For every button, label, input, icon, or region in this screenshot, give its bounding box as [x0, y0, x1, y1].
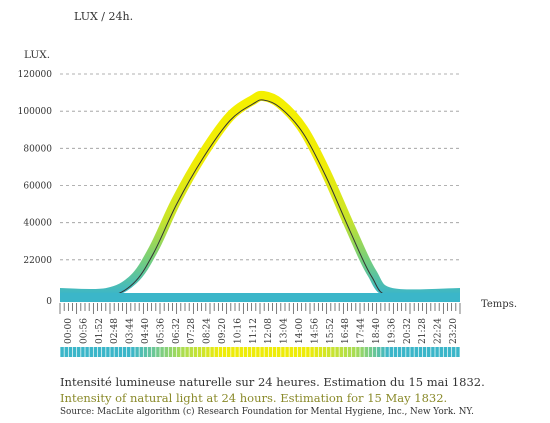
x-tick-marks: [59, 303, 461, 314]
caption-source: Source: MacLite algorithm (c) Research F…: [60, 407, 474, 417]
x-tick-label: 22:24: [434, 318, 444, 344]
x-tick-label: 08:24: [203, 318, 213, 344]
x-tick-label: 19:36: [387, 318, 397, 344]
x-tick-label: 17:44: [357, 318, 367, 344]
y-tick-label: 120000: [18, 70, 53, 80]
x-tick-label: 10:16: [233, 318, 243, 344]
x-tick-label: 23:20: [449, 318, 459, 344]
y-tick-label: 22000: [23, 256, 52, 266]
light-intensity-area: [59, 90, 461, 300]
gridlines: [60, 73, 460, 261]
x-tick-label: 11:12: [249, 318, 259, 344]
light-intensity-curve: [59, 99, 461, 300]
x-axis-label: Temps.: [481, 299, 517, 310]
y-tick-label: 40000: [23, 219, 52, 229]
light-intensity-chart: LUX / 24h. LUX. Temps. 0 22000 40000 60000 8…: [18, 10, 517, 357]
y-tick-label: 0: [46, 297, 52, 307]
x-tick-label: 00:56: [79, 318, 89, 344]
x-tick-label: 21:28: [418, 318, 428, 344]
x-tick-labels: 00:00 00:56 01:52 02:48 03:44 04:40 05:36 06:32…: [64, 318, 459, 344]
x-tick-label: 09:20: [218, 318, 228, 344]
y-axis-label: LUX.: [24, 49, 50, 61]
x-tick-label: 15:52: [326, 318, 336, 344]
y-tick-label: 80000: [23, 144, 52, 154]
baseline-band: [60, 293, 460, 302]
x-tick-label: 20:32: [403, 318, 413, 344]
x-tick-label: 14:00: [295, 318, 305, 344]
x-tick-label: 04:40: [141, 318, 151, 344]
x-tick-label: 14:56: [310, 318, 320, 344]
caption-english: Intensity of natural light at 24 hours. …: [60, 391, 448, 405]
x-tick-label: 12:08: [264, 318, 274, 344]
x-tick-label: 06:32: [172, 318, 182, 344]
x-tick-label: 18:40: [372, 318, 382, 344]
x-tick-label: 16:48: [341, 318, 351, 344]
x-tick-label: 00:00: [64, 318, 74, 344]
x-tick-label: 03:44: [126, 318, 136, 344]
x-tick-label: 02:48: [110, 318, 120, 344]
y-tick-label: 100000: [18, 107, 53, 117]
x-tick-label: 05:36: [156, 318, 166, 344]
chart-title: LUX / 24h.: [74, 10, 133, 23]
x-tick-label: 13:04: [280, 318, 290, 344]
x-tick-label: 07:28: [187, 318, 197, 344]
y-tick-labels: 0 22000 40000 60000 80000 100000 120000: [18, 70, 53, 307]
strip-tick-marks: [59, 347, 461, 357]
x-tick-label: 01:52: [95, 318, 105, 344]
y-tick-label: 60000: [23, 182, 52, 192]
caption-french: Intensité lumineuse naturelle sur 24 heu…: [60, 375, 485, 389]
